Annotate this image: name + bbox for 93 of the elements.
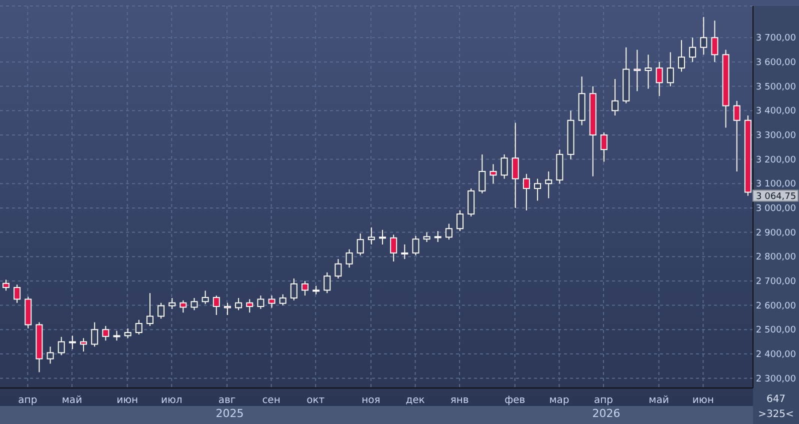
candlestick — [290, 278, 298, 301]
candlestick — [500, 154, 508, 180]
candlestick — [678, 40, 685, 72]
candlestick — [456, 210, 464, 232]
y-tick-label: 3 400,00 — [756, 106, 796, 117]
y-tick-label: 3 300,00 — [756, 130, 796, 141]
x-tick-label: июн — [692, 395, 714, 406]
y-tick-label: 2 900,00 — [756, 228, 796, 238]
x-tick-label: июн — [116, 395, 138, 406]
candlestick — [689, 37, 696, 62]
candlestick — [534, 178, 542, 202]
candlestick — [512, 122, 519, 208]
candlestick — [279, 294, 286, 306]
x-tick-label: июл — [160, 395, 182, 406]
x-tick-label: дек — [406, 395, 425, 406]
y-tick-label: 2 500,00 — [756, 326, 796, 336]
candlestick — [666, 52, 674, 87]
candlestick — [434, 230, 442, 243]
candlestick — [733, 100, 740, 172]
x-tick-label: янв — [450, 395, 469, 406]
y-tick-label: 2 800,00 — [756, 252, 796, 263]
text: 2026 — [591, 407, 622, 420]
candlestick — [301, 280, 308, 296]
candlestick — [235, 297, 242, 311]
candlestick — [158, 302, 165, 320]
x-tick-label: окт — [306, 395, 325, 406]
candlestick — [146, 292, 154, 326]
candlestick — [368, 226, 375, 245]
candlestick — [91, 322, 98, 348]
text: 3 064,75 — [756, 192, 796, 202]
candlestick — [468, 188, 475, 217]
y-tick-label: 3 000,00 — [756, 204, 796, 214]
text: >325< — [757, 408, 795, 422]
candlestick — [356, 232, 364, 256]
candlestick — [600, 132, 608, 162]
candlestick — [46, 346, 54, 364]
candlestick — [80, 338, 88, 352]
text: 2025 — [214, 407, 245, 420]
y-tick-label: 2 300,00 — [756, 374, 796, 384]
candlestick — [522, 173, 530, 211]
candlestick — [246, 298, 254, 314]
candlestick — [324, 272, 331, 294]
candlestick — [58, 336, 65, 356]
candlestick — [202, 290, 209, 305]
candlestick — [390, 234, 398, 262]
candlestick — [634, 49, 641, 92]
y-tick-label: 3 100,00 — [756, 180, 796, 190]
candlestick — [2, 279, 10, 292]
candlestick — [644, 54, 652, 90]
text: 647 — [765, 393, 787, 407]
candlestick — [423, 232, 430, 243]
candlestick — [412, 235, 420, 256]
candlestick — [490, 164, 497, 184]
candlestick — [346, 248, 353, 268]
x-tick-label: фев — [504, 395, 526, 406]
y-tick-label: 2 700,00 — [756, 276, 796, 287]
x-tick-label: мар — [549, 395, 570, 406]
candlestick — [612, 78, 619, 116]
x-tick-label: сен — [262, 395, 280, 406]
candlestick — [700, 16, 708, 56]
candlestick — [212, 295, 220, 316]
y-tick-label: 2 400,00 — [756, 350, 796, 360]
candlestick — [113, 330, 120, 342]
candlestick — [190, 297, 198, 311]
candlestick — [135, 319, 142, 335]
candlestick — [268, 295, 276, 308]
candlestick — [334, 258, 342, 280]
candlestick — [168, 297, 176, 310]
y-tick-label: 2 600,00 — [756, 301, 796, 312]
candlestick — [445, 223, 452, 240]
candlestick — [656, 61, 663, 97]
candlestick — [124, 328, 132, 339]
x-tick-label: ноя — [362, 395, 380, 406]
candlestick — [180, 300, 187, 314]
candlestick — [257, 295, 264, 310]
candlestick — [379, 229, 386, 245]
x-tick-label: апр — [18, 395, 38, 406]
candlestick — [711, 20, 718, 62]
x-tick-label: май — [62, 395, 82, 406]
x-tick-label: май — [648, 395, 669, 406]
candlestick — [68, 335, 76, 350]
candlestick — [545, 170, 552, 199]
candlestick — [224, 302, 231, 316]
candlestick — [14, 284, 21, 304]
y-tick-label: 3 700,00 — [756, 34, 796, 44]
x-tick-label: авг — [218, 395, 236, 406]
y-tick-label: 3 600,00 — [756, 58, 796, 68]
candlestick — [102, 325, 110, 342]
x-tick-label: апр — [594, 395, 614, 406]
candlestick — [478, 154, 486, 194]
candlestick — [401, 244, 408, 260]
y-tick-label: 3 200,00 — [756, 155, 796, 166]
y-tick-label: 3 500,00 — [756, 82, 796, 92]
